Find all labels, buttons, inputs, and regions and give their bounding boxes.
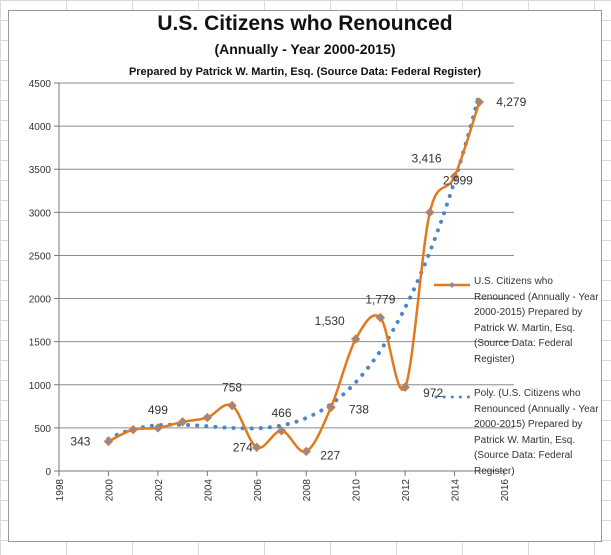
y-tick-label: 1500 xyxy=(29,338,52,349)
plot-area: 0 500 1000 1500 2000 2500 3000 3500 4000 4500 1998… xyxy=(29,79,527,502)
chart-subtitle-2: Prepared by Patrick W. Martin, Esq. (Sou… xyxy=(128,66,482,78)
data-label: 343 xyxy=(70,434,90,448)
legend-label-trend: Poly. (U.S. Citizens who Renounced (Annu… xyxy=(474,388,599,477)
legend-entry-trend: Poly. (U.S. Citizens who Renounced (Annu… xyxy=(434,386,604,479)
x-tick-label: 2008 xyxy=(302,479,313,502)
data-point xyxy=(276,426,287,436)
legend-label-series: U.S. Citizens who Renounced (Annually - … xyxy=(474,276,599,365)
data-label: 1,530 xyxy=(315,314,345,328)
x-tick-label: 2006 xyxy=(253,479,264,502)
x-tick-label: 1998 xyxy=(55,479,66,502)
x-tick-label: 2002 xyxy=(154,479,165,502)
y-tick-label: 1000 xyxy=(29,381,52,392)
data-point xyxy=(400,382,410,392)
data-label: 466 xyxy=(271,406,291,420)
data-point xyxy=(301,446,311,457)
y-tick-label: 0 xyxy=(45,467,51,478)
legend-entry-series: U.S. Citizens who Renounced (Annually - … xyxy=(434,274,604,367)
data-point xyxy=(474,97,484,107)
y-tick-label: 2500 xyxy=(29,251,52,262)
x-tick-label: 2016 xyxy=(500,479,511,502)
x-tick-label: 2000 xyxy=(104,479,115,502)
data-label: 738 xyxy=(349,402,369,416)
data-label: 3,416 xyxy=(412,151,442,165)
chart: U.S. Citizens who Renounced (Annually - … xyxy=(8,10,602,542)
data-label: 274 xyxy=(233,440,253,454)
data-point xyxy=(449,171,460,182)
legend-dotted-icon xyxy=(434,395,470,399)
data-label: 499 xyxy=(148,403,168,417)
data-point xyxy=(375,312,386,323)
data-label: 2,999 xyxy=(443,173,473,187)
data-point xyxy=(128,424,138,435)
x-tick-label: 2004 xyxy=(203,479,214,502)
data-point xyxy=(425,207,435,218)
x-tick-label: 2014 xyxy=(451,479,462,502)
x-tick-label: 2010 xyxy=(352,479,363,502)
y-tick-label: 2000 xyxy=(29,295,52,306)
data-point xyxy=(153,423,163,433)
data-point xyxy=(350,334,361,344)
y-tick-label: 3000 xyxy=(29,208,52,219)
data-point xyxy=(103,436,114,447)
data-label: 4,279 xyxy=(496,95,526,109)
data-label: 758 xyxy=(222,381,242,395)
data-point xyxy=(202,412,213,423)
data-point xyxy=(326,402,336,413)
y-tick-label: 3500 xyxy=(29,165,52,176)
legend-line-icon xyxy=(434,282,470,288)
x-tick-label: 2012 xyxy=(401,479,412,502)
y-tick-label: 4500 xyxy=(29,79,52,90)
data-point xyxy=(177,417,188,427)
data-point xyxy=(252,442,262,453)
y-tick-label: 500 xyxy=(34,424,51,435)
data-point xyxy=(227,400,237,411)
chart-title: U.S. Citizens who Renounced xyxy=(157,12,453,35)
data-label: 972 xyxy=(423,386,443,400)
y-tick-label: 4000 xyxy=(29,122,52,133)
chart-subtitle: (Annually - Year 2000-2015) xyxy=(214,41,396,57)
data-label: 227 xyxy=(320,448,340,462)
data-label: 1,779 xyxy=(365,293,395,307)
